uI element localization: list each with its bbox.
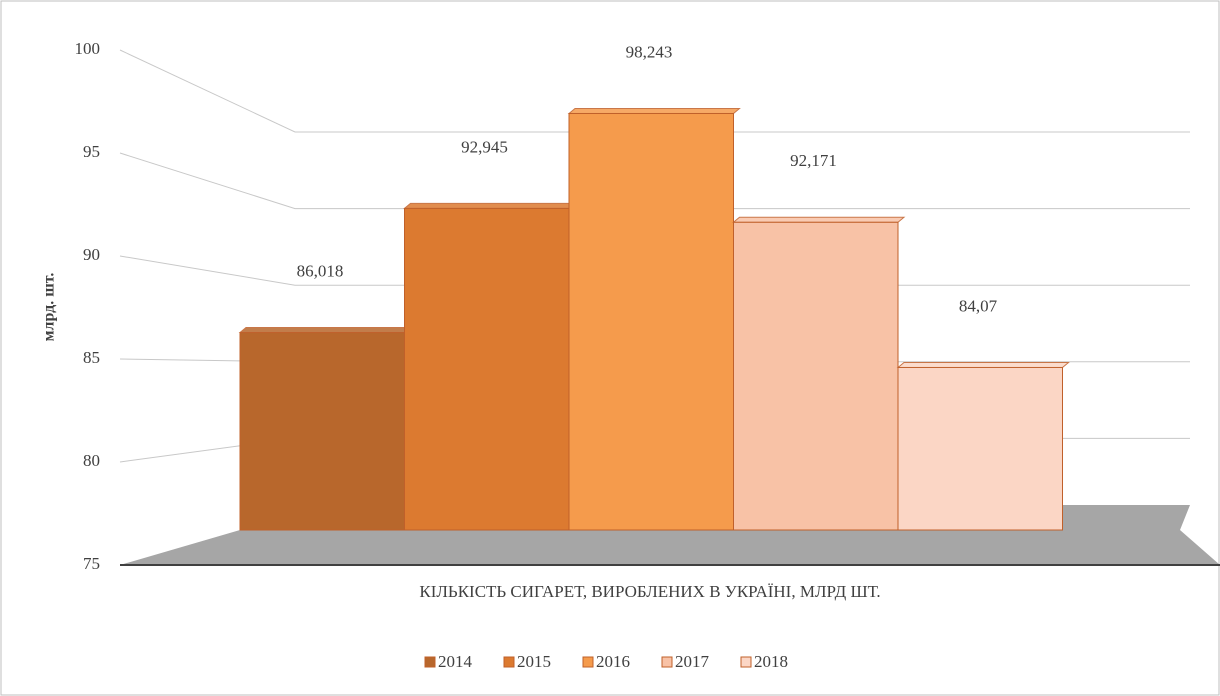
legend-swatch bbox=[582, 656, 594, 668]
data-label: 92,945 bbox=[461, 137, 508, 156]
legend-swatch bbox=[661, 656, 673, 668]
bar-top bbox=[896, 361, 1070, 368]
bar-top bbox=[732, 216, 906, 223]
bar-top bbox=[403, 202, 577, 209]
data-label: 98,243 bbox=[626, 42, 673, 61]
bar bbox=[239, 332, 405, 531]
legend-label: 2018 bbox=[754, 652, 788, 671]
grid-line bbox=[119, 49, 1190, 133]
y-tick-label: 90 bbox=[83, 245, 100, 264]
data-label: 84,07 bbox=[959, 296, 998, 315]
bar-top bbox=[238, 327, 412, 334]
legend-swatch bbox=[424, 656, 436, 668]
legend-swatch bbox=[740, 656, 752, 668]
category-label: КІЛЬКІСТЬ СИГАРЕТ, ВИРОБЛЕНИХ В УКРАЇНІ,… bbox=[419, 582, 880, 601]
y-tick-label: 85 bbox=[83, 348, 100, 367]
y-tick-label: 75 bbox=[83, 554, 100, 573]
grid-line bbox=[119, 152, 1190, 210]
y-tick-label: 95 bbox=[83, 142, 100, 161]
legend-label: 2017 bbox=[675, 652, 710, 671]
y-tick-label: 80 bbox=[83, 451, 100, 470]
y-axis-label: млрд. шт. bbox=[41, 273, 58, 342]
legend-label: 2014 bbox=[438, 652, 473, 671]
data-label: 86,018 bbox=[297, 261, 344, 280]
bar bbox=[568, 112, 734, 531]
legend-label: 2016 bbox=[596, 652, 630, 671]
bar bbox=[404, 207, 570, 531]
bar bbox=[733, 221, 899, 531]
legend-label: 2015 bbox=[517, 652, 551, 671]
bar bbox=[897, 366, 1063, 531]
data-label: 92,171 bbox=[790, 151, 837, 170]
bar-top bbox=[567, 107, 741, 114]
legend-swatch bbox=[503, 656, 515, 668]
y-tick-label: 100 bbox=[75, 39, 101, 58]
